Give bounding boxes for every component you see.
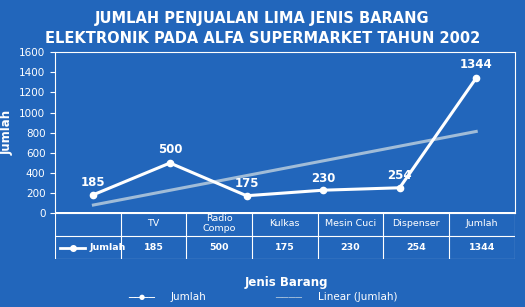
Text: 175: 175 [234, 177, 259, 190]
Text: 230: 230 [311, 172, 335, 185]
Text: ────: ──── [275, 292, 302, 302]
Text: TV: TV [148, 219, 160, 228]
Text: Jumlah: Jumlah [89, 243, 125, 252]
Text: 230: 230 [341, 243, 360, 252]
Text: 185: 185 [81, 176, 106, 189]
Text: Jenis Barang: Jenis Barang [244, 276, 328, 289]
Text: Mesin Cuci: Mesin Cuci [325, 219, 376, 228]
Text: Radio
Compo: Radio Compo [203, 214, 236, 233]
Text: Kulkas: Kulkas [269, 219, 300, 228]
Y-axis label: Jumlah: Jumlah [1, 110, 14, 155]
Text: 254: 254 [387, 169, 412, 182]
Text: ────: ──── [128, 292, 155, 302]
Text: Linear (Jumlah): Linear (Jumlah) [318, 292, 397, 302]
Text: 1344: 1344 [468, 243, 495, 252]
Text: 175: 175 [275, 243, 295, 252]
Text: 185: 185 [144, 243, 163, 252]
Text: Jumlah: Jumlah [466, 219, 498, 228]
Text: 500: 500 [158, 143, 182, 157]
Text: 1344: 1344 [460, 58, 492, 72]
Text: JUMLAH PENJUALAN LIMA JENIS BARANG
ELEKTRONIK PADA ALFA SUPERMARKET TAHUN 2002: JUMLAH PENJUALAN LIMA JENIS BARANG ELEKT… [45, 11, 480, 45]
Text: ●: ● [139, 294, 145, 300]
Text: 254: 254 [406, 243, 426, 252]
Text: 500: 500 [209, 243, 229, 252]
Text: Jumlah: Jumlah [171, 292, 206, 302]
Text: Dispenser: Dispenser [392, 219, 440, 228]
